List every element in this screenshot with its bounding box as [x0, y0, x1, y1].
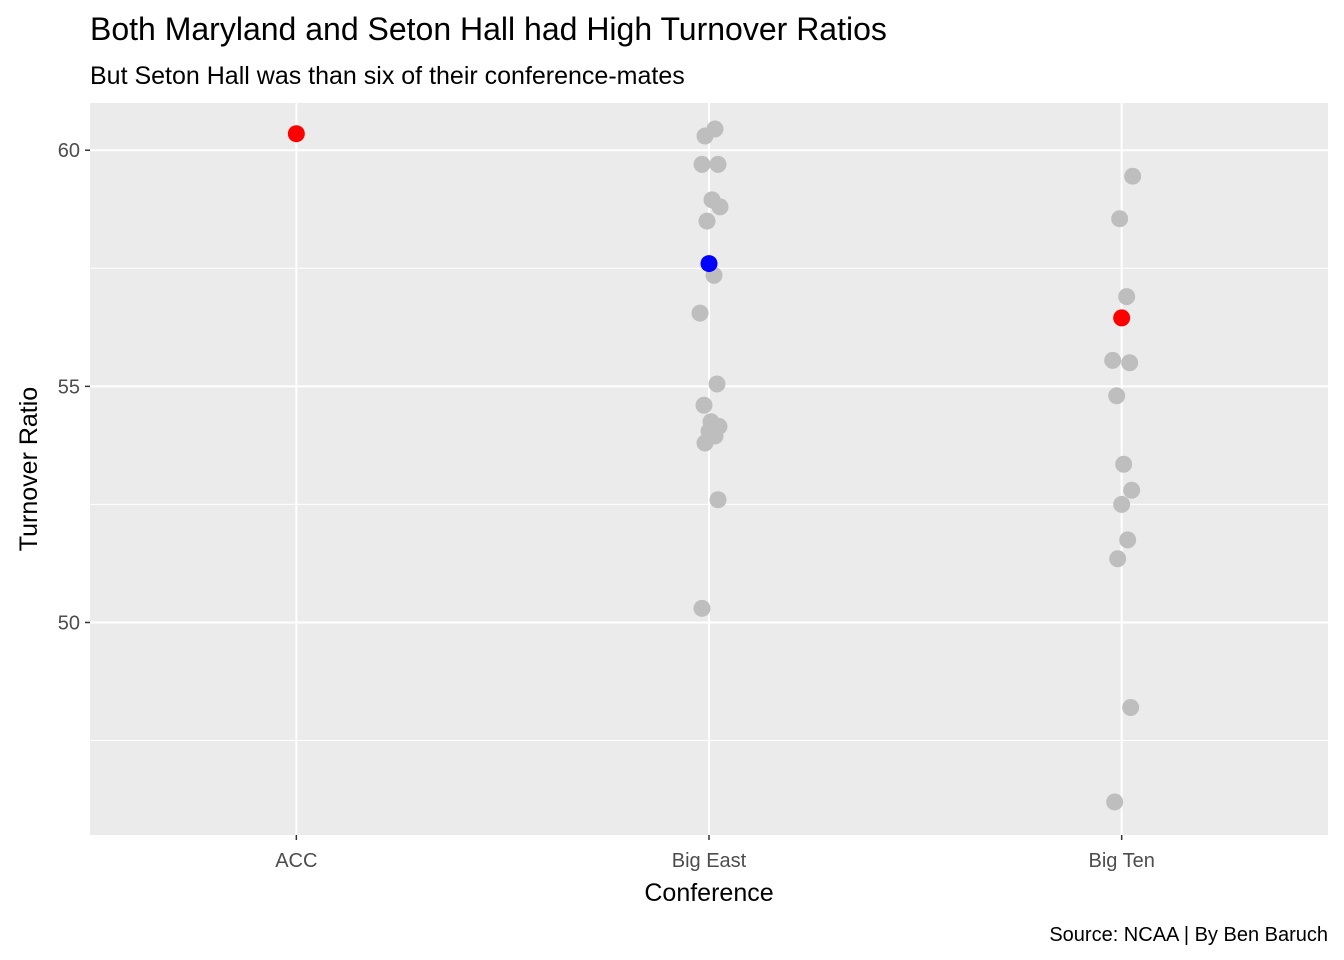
y-tick-label: 55	[58, 376, 80, 398]
x-tick-label: Big Ten	[1088, 850, 1154, 872]
data-point	[696, 434, 714, 452]
data-point	[695, 396, 713, 414]
y-axis-ticks: 50 55 60	[58, 140, 90, 634]
y-tick-label: 50	[58, 612, 80, 634]
data-point	[1109, 550, 1127, 568]
y-axis-title: Turnover Ratio	[15, 387, 43, 551]
y-tick-label: 60	[58, 140, 80, 162]
chart-caption: Source: NCAA | By Ben Baruch	[1049, 924, 1328, 946]
data-point	[1111, 210, 1129, 228]
data-point	[708, 375, 726, 393]
x-tick-label: ACC	[275, 850, 317, 872]
data-point	[1119, 531, 1137, 549]
data-point	[693, 155, 711, 173]
data-point	[693, 599, 711, 617]
data-point	[287, 125, 305, 143]
data-point	[696, 127, 714, 145]
data-point	[691, 304, 709, 322]
data-point	[698, 212, 716, 230]
x-axis-ticks: ACC Big East Big Ten	[275, 835, 1155, 872]
data-point	[1118, 288, 1136, 306]
data-point	[1113, 495, 1131, 513]
x-axis-title: Conference	[644, 879, 773, 907]
data-point	[1121, 354, 1139, 372]
chart-subtitle: But Seton Hall was than six of their con…	[90, 62, 685, 90]
data-point	[700, 255, 718, 273]
data-point	[1113, 309, 1131, 327]
data-point	[1124, 167, 1142, 185]
data-point	[1123, 481, 1141, 499]
data-point	[709, 491, 727, 509]
data-point	[1104, 351, 1122, 369]
data-point	[1122, 698, 1140, 716]
data-point	[709, 155, 727, 173]
data-points	[287, 120, 1142, 811]
x-tick-label: Big East	[672, 850, 747, 872]
chart-title: Both Maryland and Seton Hall had High Tu…	[90, 11, 887, 47]
data-point	[1106, 793, 1124, 811]
data-point	[711, 198, 729, 216]
data-point	[1108, 387, 1126, 405]
data-point	[1115, 455, 1133, 473]
